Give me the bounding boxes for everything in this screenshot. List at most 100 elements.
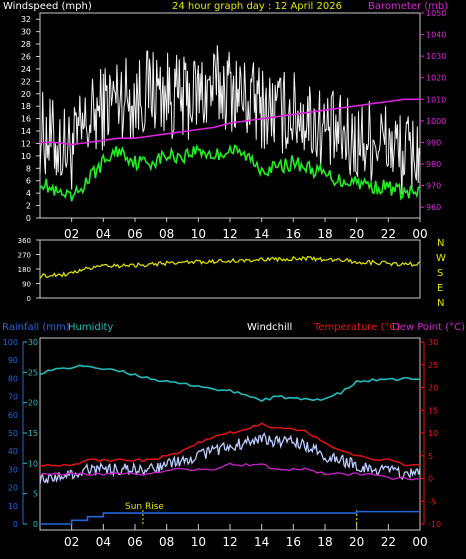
wind-y-tick-label: 24 [21,65,31,74]
barometer-y-tick-label: 980 [426,160,441,169]
compass-label-s: S [437,268,443,279]
rainfall-y-tick-label: 60 [8,411,18,420]
barometer-y-tick-label: 1010 [426,95,446,104]
dewpoint-axis-label: Dew Point (°C) [392,322,465,333]
temperature-x-tick-label: 18 [317,535,332,549]
barometer-y-tick-label: 1030 [426,52,446,61]
temperature-x-tick-label: 20 [349,535,364,549]
humidity-y-tick-label: 5 [33,490,38,499]
compass-label-w: W [436,253,446,264]
temperature-x-tick-label: 22 [381,535,396,549]
temperature-y-tick-label: -5 [428,497,436,506]
humidity-series-line [39,364,421,403]
wind-y-tick-label: 4 [26,189,31,198]
chart-dynamic-layer: 0246810121416182022242628303296097098099… [3,9,447,549]
windspeed-axis-label: Windspeed (mph) [3,1,92,12]
wind-y-tick-label: 32 [21,15,31,24]
wind-y-tick-label: 22 [21,77,31,86]
direction-y-tick-label: 0 [27,295,31,303]
temperature-x-tick-label: 08 [159,535,174,549]
temperature-x-tick-label: 10 [191,535,206,549]
rainfall-y-tick-label: 70 [8,393,18,402]
compass-label-n-top: N [437,238,444,249]
sunrise-label: Sun Rise [125,502,164,512]
temperature-x-tick-label: 00 [412,535,427,549]
temperature-y-tick-label: 30 [428,338,438,347]
humidity-y-tick-label: 15 [28,429,38,438]
wind-y-tick-label: 18 [21,102,31,111]
wind-y-tick-label: 30 [21,28,31,37]
temperature-series-line [39,422,421,467]
wind-x-tick-label: 08 [159,227,174,241]
direction-panel-frame [39,239,421,299]
rainfall-y-tick-label: 20 [8,484,18,493]
humidity-y-tick-label: 0 [33,520,38,529]
gust-series-line [39,45,421,195]
rainfall-series-line [40,510,420,525]
rainfall-y-tick-label: 80 [8,374,18,383]
wind-direction-series-line [39,255,421,279]
wind-y-tick-label: 16 [21,115,31,124]
humidity-y-tick-label: 25 [28,368,38,377]
temperature-y-tick-label: 20 [428,384,438,393]
barometer-y-tick-label: 1000 [426,117,446,126]
wind-x-tick-label: 06 [127,227,142,241]
temperature-x-tick-label: 16 [286,535,301,549]
barometer-y-tick-label: 1020 [426,74,446,83]
rainfall-y-tick-label: 50 [8,429,18,438]
temperature-x-tick-label: 04 [96,535,111,549]
humidity-axis-label: Humidity [68,322,113,333]
barometer-axis-label: Barometer (mb) [368,1,448,12]
wind-y-tick-label: 2 [26,202,31,211]
chart-title: 24 hour graph day : 12 April 2026 [172,1,342,12]
temperature-panel-frame [39,337,421,531]
direction-y-tick-label: 360 [18,237,31,245]
dewpoint-series-line [39,462,421,481]
wind-x-tick-label: 22 [381,227,396,241]
temperature-x-tick-label: 06 [127,535,142,549]
direction-y-tick-label: 90 [22,281,31,289]
direction-y-tick-label: 180 [18,266,31,274]
barometer-series-line [40,98,420,146]
temperature-y-tick-label: -10 [428,520,441,529]
wind-x-tick-label: 16 [286,227,301,241]
temperature-axis-label: Temperature (°C) [313,322,400,333]
wind-y-tick-label: 0 [26,214,31,223]
wind-x-tick-label: 20 [349,227,364,241]
wind-y-tick-label: 20 [21,90,31,99]
wind-x-tick-label: 02 [64,227,79,241]
wind-x-tick-label: 12 [222,227,237,241]
rainfall-y-tick-label: 0 [13,520,18,529]
average-wind-series-line [39,143,421,202]
windchill-axis-label: Windchill [247,322,292,333]
barometer-y-tick-label: 990 [426,138,441,147]
windchill-series-line [39,432,421,485]
rainfall-y-tick-label: 90 [8,356,18,365]
wind-x-tick-label: 04 [96,227,111,241]
rainfall-y-tick-label: 40 [8,447,18,456]
wind-y-tick-label: 28 [21,40,31,49]
temperature-y-tick-label: 5 [428,452,433,461]
compass-label-n-bottom: N [437,298,444,309]
wind-x-tick-label: 14 [254,227,269,241]
temperature-y-tick-label: 15 [428,406,438,415]
temperature-x-tick-label: 14 [254,535,269,549]
wind-y-tick-label: 8 [26,164,31,173]
wind-y-tick-label: 6 [26,177,31,186]
barometer-y-tick-label: 1050 [426,9,446,18]
humidity-y-tick-label: 20 [28,399,38,408]
barometer-y-tick-label: 1040 [426,31,446,40]
wind-x-tick-label: 18 [317,227,332,241]
barometer-y-tick-label: 960 [426,203,441,212]
wind-x-tick-label: 10 [191,227,206,241]
compass-label-e: E [437,283,443,294]
temperature-y-tick-label: 10 [428,429,438,438]
humidity-y-tick-label: 10 [28,459,38,468]
temperature-x-tick-label: 12 [222,535,237,549]
temperature-x-tick-label: 02 [64,535,79,549]
wind-y-tick-label: 12 [21,139,31,148]
temperature-y-tick-label: 25 [428,361,438,370]
temperature-y-tick-label: 0 [428,475,433,484]
